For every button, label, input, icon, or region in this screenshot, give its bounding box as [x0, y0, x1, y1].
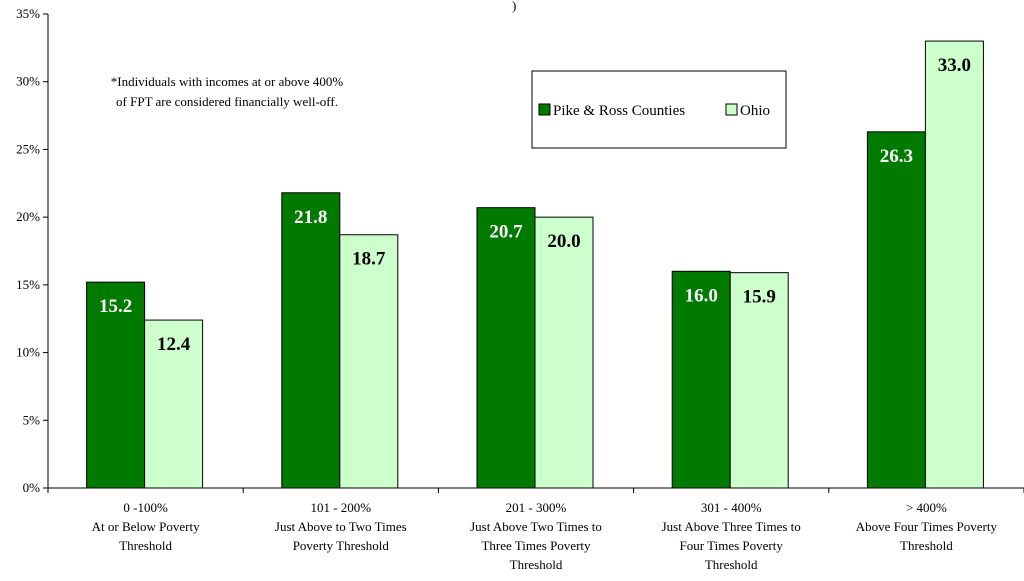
data-label-pike-ross: 21.8 [294, 207, 327, 228]
data-label-ohio: 18.7 [352, 249, 386, 270]
category-label: Poverty Threshold [293, 538, 390, 553]
bar-pike-ross [866, 131, 926, 489]
x-axis-ticks [47, 488, 1024, 493]
category-label: 0 -100% [123, 500, 168, 515]
bar-ohio [924, 40, 984, 489]
annotation-line-2: of FPT are considered financially well-o… [116, 94, 338, 109]
legend-label-pike-ross: Pike & Ross Counties [553, 103, 685, 119]
y-tick-label: 10% [16, 345, 40, 360]
category-label: Threshold [119, 538, 172, 553]
y-tick-label: 35% [16, 6, 40, 21]
category-label: Three Times Poverty [481, 538, 591, 553]
chart-title-fragment: ) [512, 0, 516, 13]
category-label: Threshold [900, 538, 953, 553]
legend-label-ohio: Ohio [740, 103, 770, 119]
category-label: Threshold [510, 557, 563, 572]
y-tick-label: 25% [16, 141, 40, 156]
bar-pike-ross [476, 207, 536, 489]
bar-group [86, 40, 984, 489]
legend: Pike & Ross Counties Ohio [531, 70, 787, 149]
data-label-group: 15.2 12.4 21.8 18.7 20.7 20.0 16.0 15.9 26.3 33.0 [99, 55, 971, 355]
y-tick-label: 20% [16, 209, 40, 224]
y-tick-label: 5% [23, 412, 41, 427]
bar-ohio [144, 319, 204, 489]
category-label: At or Below Poverty [92, 519, 200, 534]
data-label-pike-ross: 16.0 [685, 285, 718, 306]
category-label: Above Four Times Poverty [856, 519, 998, 534]
category-label: Just Above Three Times to [662, 519, 801, 534]
category-label: > 400% [906, 500, 947, 515]
category-label: 101 - 200% [310, 500, 371, 515]
annotation-line-1: *Individuals with incomes at or above 40… [111, 74, 344, 89]
bar-ohio [339, 234, 399, 489]
data-label-ohio: 20.0 [547, 231, 580, 252]
bar-pike-ross [281, 192, 341, 489]
category-label: 201 - 300% [506, 500, 567, 515]
legend-swatch-pike-ross [538, 103, 551, 116]
data-label-ohio: 33.0 [938, 55, 971, 76]
y-axis-ticks: 0% 5% 10% 15% 20% 25% 30% 35% [16, 6, 48, 495]
bar-pike-ross [86, 281, 146, 489]
bar-ohio [534, 216, 594, 489]
legend-swatch-ohio [725, 103, 738, 116]
bar-pike-ross [671, 270, 731, 489]
data-label-ohio: 15.9 [743, 287, 776, 308]
data-label-pike-ross: 26.3 [880, 146, 913, 167]
category-label: Four Times Poverty [680, 538, 784, 553]
data-label-pike-ross: 15.2 [99, 296, 132, 317]
legend-box [531, 70, 787, 149]
category-label: 301 - 400% [701, 500, 762, 515]
category-label-group: 0 -100% At or Below Poverty Threshold 101 -… [92, 500, 998, 572]
y-tick-label: 30% [16, 74, 40, 89]
category-label: Threshold [705, 557, 758, 572]
data-label-pike-ross: 20.7 [489, 222, 523, 243]
data-label-ohio: 12.4 [157, 334, 191, 355]
category-label: Just Above to Two Times [275, 519, 407, 534]
y-tick-label: 15% [16, 277, 40, 292]
category-label: Just Above Two Times to [470, 519, 602, 534]
y-tick-label: 0% [23, 480, 41, 495]
bar-ohio [729, 272, 789, 489]
